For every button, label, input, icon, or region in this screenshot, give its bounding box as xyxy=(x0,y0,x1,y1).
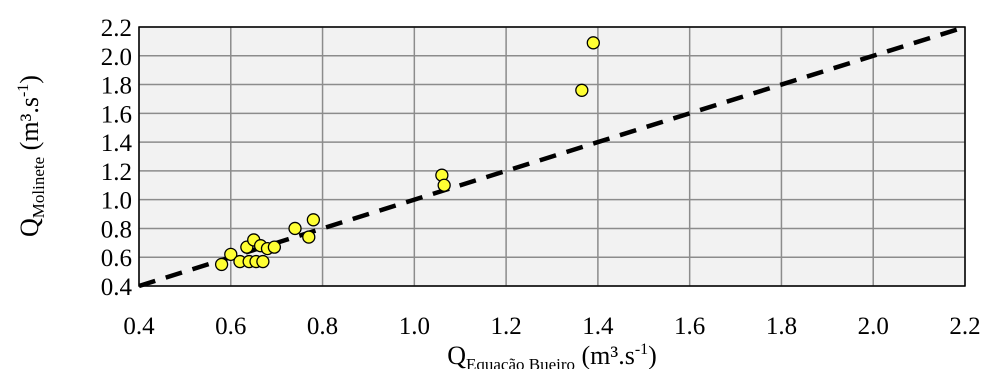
x-tick-label: 1.4 xyxy=(582,313,614,340)
x-tick-label: 0.8 xyxy=(307,313,338,340)
y-axis-title-sub: Molinete xyxy=(29,157,48,218)
data-point xyxy=(306,213,321,227)
y-tick-labels: 0.40.60.81.01.21.41.61.82.02.2 xyxy=(101,15,133,301)
plot-border xyxy=(138,26,966,287)
data-points xyxy=(214,36,600,272)
x-axis-title-main: Q xyxy=(447,341,466,369)
y-axis-title-unit-sup: -1 xyxy=(15,84,32,97)
x-tick-label: 1.6 xyxy=(674,313,705,340)
y-tick-label: 1.2 xyxy=(101,159,132,186)
y-tick-label: 0.6 xyxy=(101,245,132,272)
data-point xyxy=(267,240,282,254)
y-axis-title-unit-close: ) xyxy=(15,75,44,84)
x-tick-label: 1.2 xyxy=(490,313,521,340)
data-point xyxy=(575,83,589,97)
y-axis-title-unit: (m³.s xyxy=(15,97,44,157)
x-tick-label: 1.8 xyxy=(766,313,797,340)
data-point xyxy=(586,36,600,50)
y-axis-title-main: Q xyxy=(15,218,44,237)
y-tick-label: 1.6 xyxy=(101,101,132,128)
y-tick-label: 1.0 xyxy=(101,188,132,215)
y-tick-label: 2.0 xyxy=(101,44,132,71)
y-tick-label: 0.4 xyxy=(101,274,133,301)
data-point xyxy=(256,254,270,269)
x-tick-label: 2.2 xyxy=(949,313,980,340)
y-tick-label: 0.8 xyxy=(101,216,132,243)
x-tick-label: 0.4 xyxy=(123,313,155,340)
x-tick-label: 2.0 xyxy=(858,313,889,340)
y-tick-label: 2.2 xyxy=(101,15,132,42)
x-axis-title: QEquação Bueiro (m³.s-1) xyxy=(447,341,657,369)
data-point xyxy=(224,247,238,261)
y-tick-label: 1.8 xyxy=(101,73,132,100)
x-tick-label: 0.6 xyxy=(215,313,246,340)
x-tick-labels: 0.4 0.6 0.8 1.0 1.2 1.4 1.6 1.8 2.0 2.2 xyxy=(123,313,980,340)
data-point xyxy=(214,257,229,272)
x-axis-title-unit-close: ) xyxy=(648,341,657,369)
y-axis-title: QMolinete (m³.s-1) xyxy=(15,75,48,237)
x-axis-title-sub: Equação Bueiro xyxy=(466,355,575,369)
data-point xyxy=(437,178,451,192)
data-point xyxy=(302,230,316,244)
x-axis-title-unit-sup: -1 xyxy=(635,341,648,358)
x-tick-label: 1.0 xyxy=(399,313,430,340)
y-tick-label: 1.4 xyxy=(101,130,133,157)
x-axis-title-unit: (m³.s xyxy=(575,341,635,369)
data-point xyxy=(288,221,302,236)
